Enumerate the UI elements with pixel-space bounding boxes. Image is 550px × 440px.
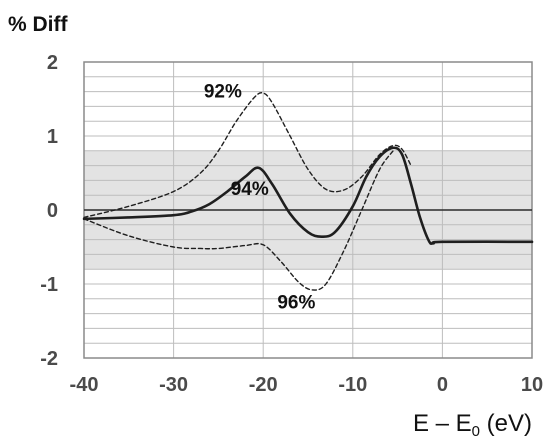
x-tick-label: -30 bbox=[159, 374, 188, 396]
series-line-92-pct bbox=[83, 92, 412, 219]
y-tick-label: 0 bbox=[47, 200, 58, 222]
x-tick-label: 0 bbox=[437, 374, 448, 396]
x-tick-label: -40 bbox=[70, 374, 99, 396]
x-axis-label-main: E – E bbox=[413, 410, 472, 437]
x-tick-label: 10 bbox=[521, 374, 543, 396]
y-tick-label: 2 bbox=[47, 52, 58, 74]
x-axis-label-subscript: 0 bbox=[472, 423, 480, 440]
annotation-label: 96% bbox=[277, 292, 315, 313]
annotation-label: 94% bbox=[231, 179, 269, 200]
series-group bbox=[82, 92, 534, 291]
x-axis-label-unit: (eV) bbox=[480, 410, 532, 437]
plot-area bbox=[83, 61, 533, 359]
y-tick-label: -2 bbox=[40, 348, 58, 370]
x-tick-label: -20 bbox=[249, 374, 278, 396]
y-tick-label: 1 bbox=[47, 126, 58, 148]
x-tick-label: -10 bbox=[338, 374, 367, 396]
annotations: 92% 94% 96% bbox=[204, 82, 316, 314]
y-axis-label: % Diff bbox=[8, 13, 69, 36]
annotation-label: 92% bbox=[204, 82, 242, 103]
series-line-94-pct bbox=[82, 146, 534, 246]
y-tick-label: -1 bbox=[40, 274, 58, 296]
x-axis-label: E – E0 (eV) bbox=[413, 410, 532, 440]
series-line-96-pct bbox=[83, 150, 394, 291]
